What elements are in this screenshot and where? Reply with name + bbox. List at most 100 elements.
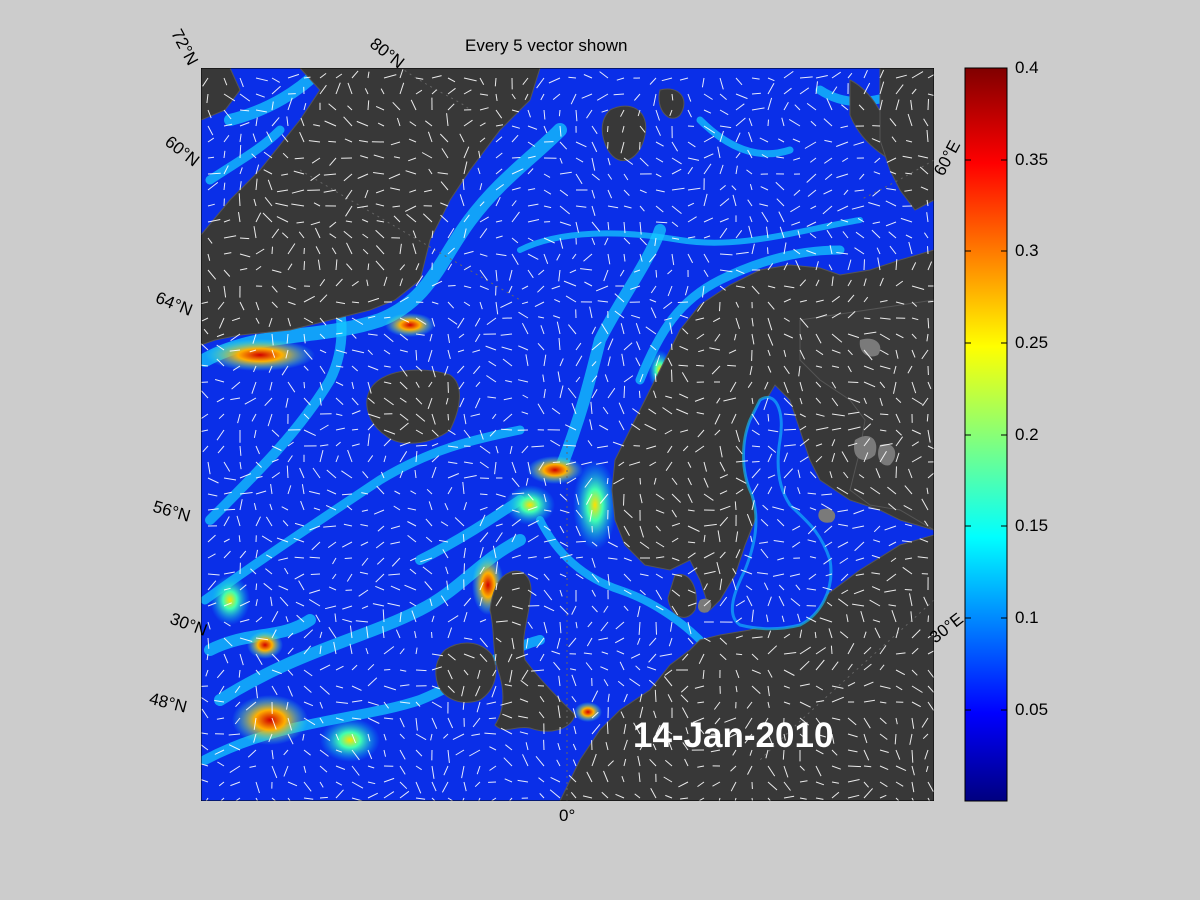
vector-arrow [271, 458, 279, 463]
vector-arrow [703, 534, 706, 543]
vector-arrow [440, 521, 449, 527]
vector-arrow [223, 219, 231, 223]
vector-arrow [527, 556, 537, 559]
vector-arrow [583, 652, 593, 655]
vector-arrow [687, 637, 694, 645]
vector-arrow [207, 534, 216, 543]
vector-arrow [900, 217, 913, 223]
vector-arrow [831, 86, 838, 95]
vector-arrow [521, 322, 529, 335]
vector-arrow [271, 669, 282, 675]
vector-arrow [687, 567, 698, 575]
vector-arrow [804, 141, 817, 149]
vector-arrow [399, 333, 409, 341]
vector-arrow [458, 381, 465, 390]
vector-arrow [554, 298, 561, 303]
vector-arrow [344, 557, 353, 559]
vector-arrow [303, 669, 313, 677]
vector-arrow [216, 397, 225, 403]
vector-arrow [440, 181, 449, 191]
vector-arrow [735, 152, 741, 159]
vector-arrow [681, 707, 689, 719]
vector-arrow [287, 441, 294, 447]
vector-arrow [447, 669, 453, 680]
vector-arrow [826, 229, 833, 239]
vector-arrow [735, 132, 741, 143]
vector-arrow [841, 451, 849, 463]
vector-arrow [492, 669, 497, 677]
vector-arrow [428, 381, 433, 388]
vector-arrow [351, 333, 357, 339]
vector-arrow [341, 541, 353, 548]
vector-arrow [623, 573, 632, 582]
vector-arrow [591, 157, 596, 171]
vector-arrow [636, 341, 641, 351]
vector-arrow [452, 733, 465, 741]
vector-arrow [669, 322, 673, 335]
vector-arrow [543, 109, 546, 120]
vector-arrow [255, 637, 269, 641]
vector-arrow [252, 333, 257, 344]
vector-arrow [447, 103, 455, 111]
vector-arrow [383, 455, 387, 463]
vector-arrow [331, 247, 337, 255]
vector-arrow [268, 365, 273, 373]
vector-arrow [671, 93, 674, 101]
vector-arrow [287, 455, 293, 463]
vector-arrow [874, 627, 881, 639]
vector-arrow [749, 365, 753, 376]
vector-arrow [334, 613, 337, 623]
vector-arrow [669, 109, 673, 116]
vector-arrow [556, 321, 561, 335]
vector-arrow [735, 445, 743, 455]
vector-arrow [447, 653, 456, 661]
vector-arrow [303, 797, 314, 800]
vector-arrow [871, 229, 881, 239]
vector-arrow [255, 77, 268, 82]
vector-arrow [649, 299, 657, 303]
vector-arrow [809, 233, 817, 239]
vector-arrow [679, 314, 689, 319]
vector-arrow [719, 164, 724, 175]
vector-arrow [799, 333, 803, 340]
vector-arrow [911, 285, 925, 290]
vector-arrow [415, 317, 427, 325]
vector-arrow [511, 572, 524, 575]
vector-arrow [795, 584, 801, 591]
vector-arrow [207, 269, 217, 280]
vector-arrow [822, 205, 833, 215]
vector-arrow [793, 189, 801, 196]
vector-arrow [250, 568, 257, 575]
vector-arrow [831, 381, 837, 389]
vector-arrow [618, 402, 625, 415]
vector-arrow [910, 99, 913, 111]
vector-arrow [495, 523, 503, 527]
vector-arrow [904, 485, 913, 495]
vector-arrow [821, 493, 833, 496]
vector-arrow [751, 107, 765, 111]
vector-arrow [607, 760, 614, 767]
vector-arrow [799, 780, 808, 783]
vector-arrow [463, 653, 475, 659]
vector-arrow [428, 168, 433, 175]
vector-arrow [271, 285, 278, 293]
vector-arrow [586, 109, 593, 119]
vector-arrow [429, 598, 433, 607]
vector-arrow [333, 641, 337, 655]
vector-arrow [655, 605, 664, 611]
vector-arrow [831, 696, 844, 703]
vector-arrow [410, 99, 417, 111]
vector-arrow [392, 101, 401, 111]
vector-arrow [575, 621, 578, 629]
vector-arrow [335, 413, 343, 416]
vector-arrow [495, 183, 504, 191]
vector-arrow [927, 93, 934, 97]
vector-arrow [447, 627, 453, 639]
vector-arrow [623, 693, 628, 703]
vector-arrow [309, 589, 321, 594]
vector-arrow [559, 525, 565, 534]
vector-arrow [319, 449, 324, 463]
vector-arrow [655, 525, 661, 532]
vector-arrow [863, 681, 874, 687]
vector-arrow [511, 605, 523, 610]
